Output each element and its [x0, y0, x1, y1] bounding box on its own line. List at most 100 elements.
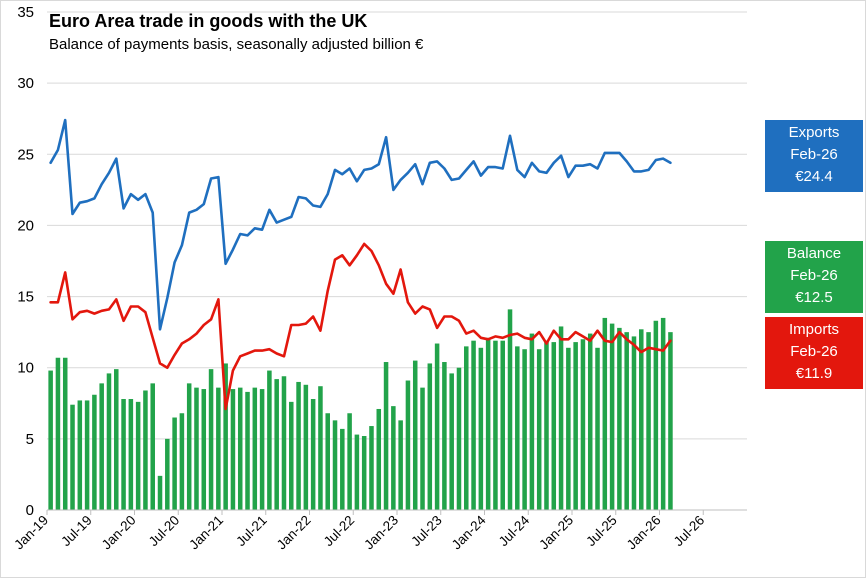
x-tick-label: Jul-22: [321, 513, 358, 550]
balance-bar: [318, 386, 323, 510]
y-tick-label: 35: [17, 4, 34, 21]
balance-bar: [55, 357, 61, 510]
balance-bar: [639, 329, 644, 510]
balance-bar: [128, 399, 134, 510]
imports-end-label: Imports Feb-26 €11.9: [765, 317, 863, 389]
y-tick-label: 25: [17, 146, 34, 163]
balance-bar: [602, 317, 608, 510]
balance-bar: [398, 420, 403, 510]
balance-bar: [595, 347, 600, 510]
x-tick-label: Jan-26: [624, 513, 664, 553]
balance-bar: [361, 436, 367, 510]
balance-bar: [77, 400, 83, 510]
balance-bar: [267, 370, 272, 510]
balance-bar: [376, 408, 382, 510]
x-tick-label: Jan-22: [274, 513, 314, 553]
balance-bar: [325, 413, 330, 510]
x-tick-label: Jul-25: [583, 513, 620, 550]
balance-bar: [201, 389, 207, 510]
balance-bar: [99, 383, 104, 510]
balance-bar: [179, 413, 185, 510]
imports-label-value: €11.9: [795, 365, 833, 382]
exports-end-label: Exports Feb-26 €24.4: [765, 120, 863, 192]
balance-end-label: Balance Feb-26 €12.5: [765, 241, 863, 313]
balance-bar: [157, 475, 163, 510]
balance-bar: [522, 349, 527, 510]
balance-bar: [405, 380, 411, 510]
balance-bar: [391, 406, 396, 510]
balance-bar: [274, 379, 279, 510]
balance-bar: [573, 342, 578, 510]
balance-bar: [281, 376, 287, 510]
balance-bar: [427, 363, 433, 510]
balance-bar: [289, 401, 294, 510]
balance-bar: [354, 434, 360, 510]
balance-bar: [186, 383, 192, 510]
y-tick-label: 15: [17, 289, 34, 306]
balance-bar: [347, 413, 352, 510]
x-tick-label: Jul-26: [671, 513, 708, 550]
imports-label-name: Imports: [788, 321, 839, 338]
balance-bar: [48, 370, 53, 510]
balance-bar: [84, 400, 90, 510]
balance-bar: [106, 373, 112, 510]
x-tick-label: Jul-24: [496, 512, 533, 549]
balance-bar: [566, 347, 571, 510]
x-tick-label: Jul-21: [233, 513, 270, 550]
balance-bar: [223, 363, 228, 510]
balance-bar: [471, 340, 476, 510]
balance-bar: [245, 391, 250, 510]
balance-label-name: Balance: [786, 245, 842, 262]
balance-bar: [646, 332, 651, 510]
balance-bar: [536, 349, 542, 510]
balance-bar: [507, 309, 513, 510]
exports-line: [49, 118, 672, 331]
balance-bar: [340, 428, 345, 510]
x-tick-label: Jul-20: [146, 513, 183, 550]
balance-bar: [587, 333, 593, 510]
chart-title: Euro Area trade in goods with the UK: [49, 11, 368, 31]
balance-bar: [135, 401, 141, 510]
balance-bar: [653, 320, 659, 510]
balance-bar: [500, 340, 505, 510]
balance-bar: [92, 394, 97, 510]
balance-label-period: Feb-26: [790, 267, 838, 284]
y-tick-label: 10: [17, 360, 34, 377]
balance-bar: [631, 336, 637, 510]
balance-bar: [624, 332, 629, 510]
balance-bar: [434, 343, 440, 510]
balance-bar: [449, 373, 454, 510]
balance-bar: [493, 340, 498, 510]
balance-bar: [165, 438, 170, 510]
balance-bar: [216, 387, 221, 510]
balance-bar: [208, 369, 214, 510]
balance-bar: [303, 384, 309, 510]
balance-bar: [259, 389, 265, 510]
y-tick-label: 20: [17, 217, 34, 234]
exports-label-name: Exports: [788, 124, 840, 141]
balance-bar: [369, 426, 374, 510]
balance-bar: [237, 387, 243, 510]
balance-bar: [172, 417, 177, 510]
balance-bar: [383, 362, 389, 510]
balance-bar: [529, 333, 535, 510]
balance-bar: [114, 369, 119, 510]
x-tick-label: Jan-20: [99, 513, 139, 553]
balance-bar: [456, 367, 462, 510]
balance-bar: [121, 399, 126, 510]
imports-label-period: Feb-26: [790, 343, 838, 360]
balance-bar: [464, 346, 469, 510]
balance-label-value: €12.5: [795, 289, 833, 306]
balance-bar: [580, 339, 586, 510]
chart-subtitle: Balance of payments basis, seasonally ad…: [49, 36, 424, 53]
exports-label-value: €24.4: [795, 168, 833, 185]
x-tick-label: Jan-23: [361, 513, 401, 553]
balance-bar: [420, 387, 425, 510]
balance-bar: [485, 337, 491, 510]
y-tick-label: 5: [26, 431, 34, 448]
y-tick-label: 30: [17, 75, 34, 92]
x-tick-label: Jan-21: [186, 513, 226, 553]
balance-bar: [515, 346, 520, 510]
balance-bar: [70, 404, 75, 510]
